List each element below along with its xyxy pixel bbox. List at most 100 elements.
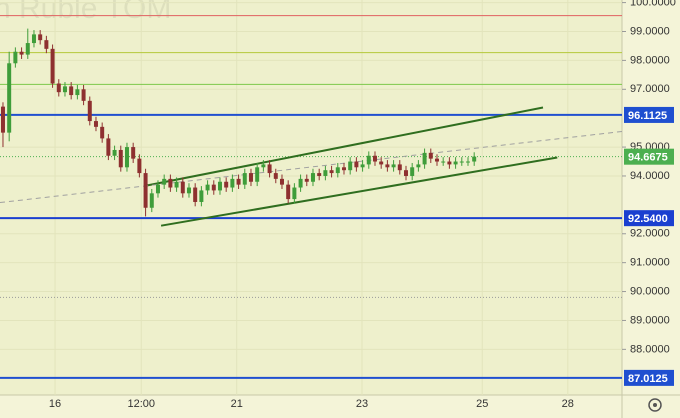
candle-body: [310, 173, 315, 182]
price-tag: [624, 369, 674, 386]
candle-body: [236, 178, 241, 185]
candle-body: [7, 63, 12, 133]
candle-body: [13, 51, 18, 64]
candle-body: [279, 178, 284, 185]
candle-body: [143, 173, 148, 208]
candle-body: [224, 181, 229, 188]
candle-body: [149, 193, 154, 208]
candle-body: [155, 184, 160, 194]
candle-body: [248, 173, 253, 182]
y-tick-label: 90.0000: [630, 285, 670, 297]
trend-line: [160, 156, 558, 227]
candle-body: [292, 187, 297, 200]
candle-body: [62, 86, 67, 93]
candle-body: [50, 48, 55, 84]
candle-body: [341, 167, 346, 171]
candle-body: [44, 40, 49, 49]
candle-body: [124, 147, 129, 168]
candle-body: [416, 164, 421, 168]
settings-icon[interactable]: [648, 398, 662, 412]
candle-body: [118, 149, 123, 168]
price-tag-label: 87.0125: [628, 373, 668, 385]
candle-body: [267, 164, 272, 174]
candle-body: [428, 152, 433, 159]
x-tick-label: 16: [49, 398, 61, 410]
candle-body: [100, 126, 105, 139]
candle-body: [329, 170, 334, 174]
price-axis: [622, 0, 680, 418]
candle-body: [87, 100, 92, 122]
candle-body: [459, 161, 464, 163]
candle-body: [205, 184, 210, 191]
candle-body: [391, 164, 396, 168]
candle-body: [434, 158, 439, 162]
candle-body: [323, 170, 328, 176]
y-tick-label: 99.0000: [630, 25, 670, 37]
plot-area: [0, 0, 622, 395]
y-tick-label: 91.0000: [630, 257, 670, 269]
price-tag-label: 92.5400: [628, 213, 668, 225]
candle-body: [81, 89, 86, 101]
price-tag: [624, 106, 674, 123]
candle-body: [360, 164, 365, 168]
x-tick-label: 28: [562, 398, 574, 410]
candle-body: [19, 51, 24, 55]
candle-body: [335, 167, 340, 174]
candle-body: [180, 181, 185, 194]
candle-body: [211, 184, 216, 191]
candle-body: [447, 161, 452, 165]
candle-body: [25, 43, 30, 55]
candle-body: [397, 164, 402, 171]
candle-body: [131, 147, 136, 159]
candle-body: [304, 178, 309, 182]
trend-line: [146, 106, 544, 187]
candle-body: [354, 161, 359, 168]
candle-body: [242, 173, 247, 185]
candle-body: [112, 149, 117, 156]
price-tag-label: 94.6675: [628, 152, 668, 164]
candle-body: [317, 173, 322, 176]
y-tick-label: 94.0000: [630, 170, 670, 182]
y-tick-label: 98.0000: [630, 54, 670, 66]
candle-body: [230, 178, 235, 188]
y-tick-label: 89.0000: [630, 314, 670, 326]
candle-body: [385, 164, 390, 168]
candle-body: [38, 34, 43, 41]
candle-body: [273, 173, 278, 179]
candle-body: [199, 190, 204, 202]
settings-button[interactable]: [648, 398, 662, 412]
candle-body: [465, 161, 470, 163]
candle-body: [75, 89, 80, 96]
candle-body: [31, 34, 36, 44]
settings-icon-center[interactable]: [653, 403, 657, 407]
candle-body: [69, 86, 74, 96]
candle-body: [186, 187, 191, 194]
candle-body: [174, 181, 179, 188]
candle-body: [472, 156, 477, 162]
y-tick-label: 100.0000: [630, 0, 676, 9]
plot: [0, 0, 623, 395]
candle-body: [379, 161, 384, 165]
candle-body: [410, 167, 415, 176]
candle-body: [193, 187, 198, 202]
candle-body: [168, 178, 173, 188]
y-tick-label: 92.0000: [630, 228, 670, 240]
overlay: 96.1125 94.6675 92.5400 87.0125: [624, 106, 674, 386]
candle-body: [403, 170, 408, 176]
candle-body: [162, 178, 167, 185]
price-tag: [624, 210, 674, 227]
candle-body: [372, 155, 377, 162]
price-tag: [624, 148, 674, 165]
candle-body: [56, 83, 61, 93]
candle-body: [106, 138, 111, 156]
candle-body: [137, 158, 142, 174]
y-tick-label: 97.0000: [630, 83, 670, 95]
candle-body: [261, 164, 266, 168]
candle-body: [255, 167, 260, 182]
time-axis: [0, 395, 622, 418]
price-tag-label: 96.1125: [628, 110, 667, 122]
candle-body: [286, 184, 291, 200]
x-tick-label: 25: [476, 398, 488, 410]
x-tick-label: 12:00: [127, 398, 155, 410]
